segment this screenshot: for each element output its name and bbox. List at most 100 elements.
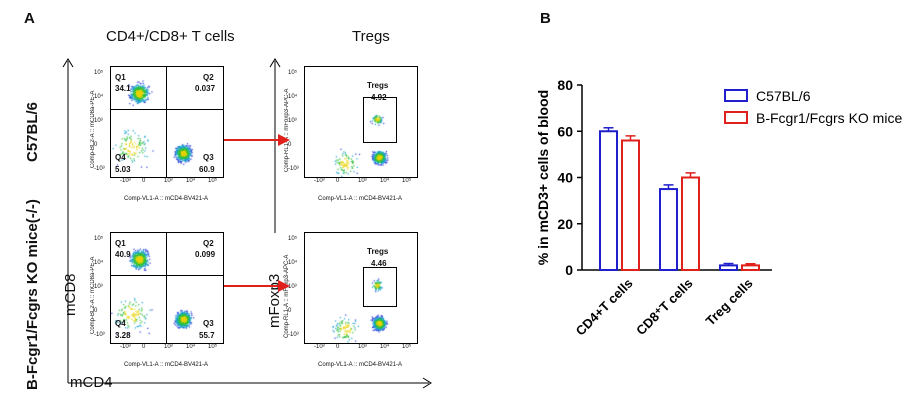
flow-x-title: Comp-VL1-A :: mCD4-BV421-A bbox=[124, 196, 209, 202]
flow-y-tick: 10³ bbox=[288, 284, 297, 290]
q1-label: Q1 bbox=[115, 73, 126, 82]
bar bbox=[599, 130, 618, 271]
bar bbox=[621, 139, 640, 271]
flow-x-tick: 10³ bbox=[164, 344, 173, 350]
q4-value: 5.03 bbox=[115, 165, 131, 174]
q3-value: 55.7 bbox=[199, 331, 215, 340]
flow-y-tick: 10⁴ bbox=[94, 260, 104, 266]
legend-label: C57BL/6 bbox=[756, 88, 811, 104]
foxp3-axis-arrow bbox=[269, 58, 281, 233]
legend-label: B-Fcgr1/Fcgrs KO mice bbox=[756, 110, 902, 126]
q1-label: Q1 bbox=[115, 239, 126, 248]
flow-x-tick: 10⁴ bbox=[186, 178, 196, 184]
flow-x-tick: 0 bbox=[142, 178, 146, 184]
axis-label-mcd4: mCD4 bbox=[70, 374, 113, 391]
flow-x-tick: 0 bbox=[336, 344, 340, 350]
flow-plot-tregs-c57bl6: Tregs 4.92 bbox=[304, 66, 418, 178]
quadrant-hline bbox=[111, 109, 223, 110]
quadrant-vline bbox=[166, 233, 167, 343]
q3-label: Q3 bbox=[203, 319, 214, 328]
flow-dots bbox=[305, 233, 417, 343]
q2-value: 0.037 bbox=[195, 84, 216, 93]
flow-y-tick: 10⁵ bbox=[288, 236, 298, 242]
legend-swatch bbox=[724, 89, 748, 102]
flow-y-tick: -10³ bbox=[94, 166, 105, 172]
treg-gate-label: Tregs bbox=[367, 247, 389, 256]
y-tick-label: 60 bbox=[557, 123, 573, 139]
flow-y-tick: 0 bbox=[288, 142, 292, 148]
flow-y-tick: -10³ bbox=[288, 332, 299, 338]
flow-x-tick: -10³ bbox=[120, 178, 131, 184]
axis-label-mcd8: mCD8 bbox=[62, 273, 79, 316]
flow-x-tick: 10⁴ bbox=[380, 178, 390, 184]
flow-x-title: Comp-VL1-A :: mCD4-BV421-A bbox=[124, 362, 209, 368]
q1-value: 40.9 bbox=[115, 250, 131, 259]
q4-value: 3.28 bbox=[115, 331, 131, 340]
flow-y-tick: 10³ bbox=[288, 118, 297, 124]
flow-x-tick: 0 bbox=[336, 178, 340, 184]
bar bbox=[719, 264, 738, 271]
flow-dots bbox=[305, 67, 417, 177]
q2-value: 0.099 bbox=[195, 250, 216, 259]
flow-dots bbox=[111, 233, 223, 343]
flow-plot-cd4-cd8-ko: Q1 40.9 Q2 0.099 Q3 55.7 Q4 3.28 bbox=[110, 232, 224, 344]
bar-chart: 0 20 40 60 80 % in mCD3+ cells of blood CD4+T … bbox=[535, 77, 902, 339]
flow-y-tick: -10³ bbox=[94, 332, 105, 338]
panel-a-letter: A bbox=[24, 10, 35, 27]
x-tick-label: Treg cells bbox=[703, 276, 756, 329]
flow-y-tick: 10³ bbox=[94, 284, 103, 290]
bar bbox=[741, 264, 760, 271]
flow-y-tick: 10⁵ bbox=[288, 70, 298, 76]
red-arrow-top bbox=[224, 134, 290, 146]
q1-value: 34.1 bbox=[115, 84, 131, 93]
red-arrow-bottom bbox=[224, 280, 290, 292]
y-tick-label: 20 bbox=[557, 216, 573, 232]
q3-label: Q3 bbox=[203, 153, 214, 162]
flow-x-title: Comp-VL1-A :: mCD4-BV421-A bbox=[318, 362, 403, 368]
flow-x-title: Comp-VL1-A :: mCD4-BV421-A bbox=[318, 196, 403, 202]
x-tick-label: CD8⁺T cells bbox=[633, 276, 695, 338]
flow-x-tick: 10⁵ bbox=[208, 178, 218, 184]
flow-x-tick: 10⁴ bbox=[186, 344, 196, 350]
flow-x-tick: 10⁵ bbox=[402, 178, 412, 184]
q4-label: Q4 bbox=[115, 319, 126, 328]
row-label-c57bl6: C57BL/6 bbox=[24, 101, 41, 162]
row-label-ko-mice: B-Fcgr1/Fcgrs KO mice(-/-) bbox=[24, 199, 41, 390]
q4-label: Q4 bbox=[115, 153, 126, 162]
flow-x-tick: 10⁴ bbox=[380, 344, 390, 350]
flow-y-tick: 0 bbox=[94, 142, 98, 148]
y-tick-label: 0 bbox=[565, 262, 573, 278]
flow-y-tick: -10³ bbox=[288, 166, 299, 172]
flow-plot-cd4-cd8-c57bl6: Q1 34.1 Q2 0.037 Q3 60.9 Q4 5.03 bbox=[110, 66, 224, 178]
column-header-tregs: Tregs bbox=[352, 28, 390, 45]
treg-gate-value: 4.46 bbox=[371, 259, 387, 268]
bar bbox=[659, 188, 678, 271]
quadrant-hline bbox=[111, 275, 223, 276]
flow-y-tick: 10⁵ bbox=[94, 70, 104, 76]
treg-gate bbox=[363, 267, 397, 307]
flow-y-tick: 0 bbox=[94, 308, 98, 314]
flow-y-title: Comp-BL2-A :: mCD8a-PE-A bbox=[90, 256, 96, 334]
flow-y-tick: 10³ bbox=[94, 118, 103, 124]
quadrant-vline bbox=[166, 67, 167, 177]
column-header-cd4-cd8: CD4+/CD8+ T cells bbox=[106, 28, 235, 45]
bar bbox=[681, 176, 700, 271]
y-axis-label: % in mCD3+ cells of blood bbox=[535, 90, 551, 265]
legend-swatch bbox=[724, 111, 748, 124]
flow-x-tick: 10³ bbox=[358, 178, 367, 184]
x-tick-label: CD4+T cells bbox=[573, 276, 636, 339]
flow-y-tick: 0 bbox=[288, 308, 292, 314]
flow-y-tick: 10⁵ bbox=[94, 236, 104, 242]
flow-y-title: Comp-BL2-A :: mCD8a-PE-A bbox=[90, 90, 96, 168]
flow-y-tick: 10⁴ bbox=[288, 260, 298, 266]
flow-x-tick: 10⁵ bbox=[402, 344, 412, 350]
y-tick-label: 40 bbox=[557, 170, 573, 186]
flow-y-title: Comp-RL1-A :: mFoxp3-APC-A bbox=[284, 254, 290, 338]
q2-label: Q2 bbox=[203, 73, 214, 82]
flow-x-tick: 0 bbox=[142, 344, 146, 350]
flow-x-tick: -10³ bbox=[314, 344, 325, 350]
flow-x-tick: 10³ bbox=[164, 178, 173, 184]
flow-x-tick: 10³ bbox=[358, 344, 367, 350]
y-tick-label: 80 bbox=[557, 77, 573, 93]
treg-gate bbox=[363, 97, 397, 143]
